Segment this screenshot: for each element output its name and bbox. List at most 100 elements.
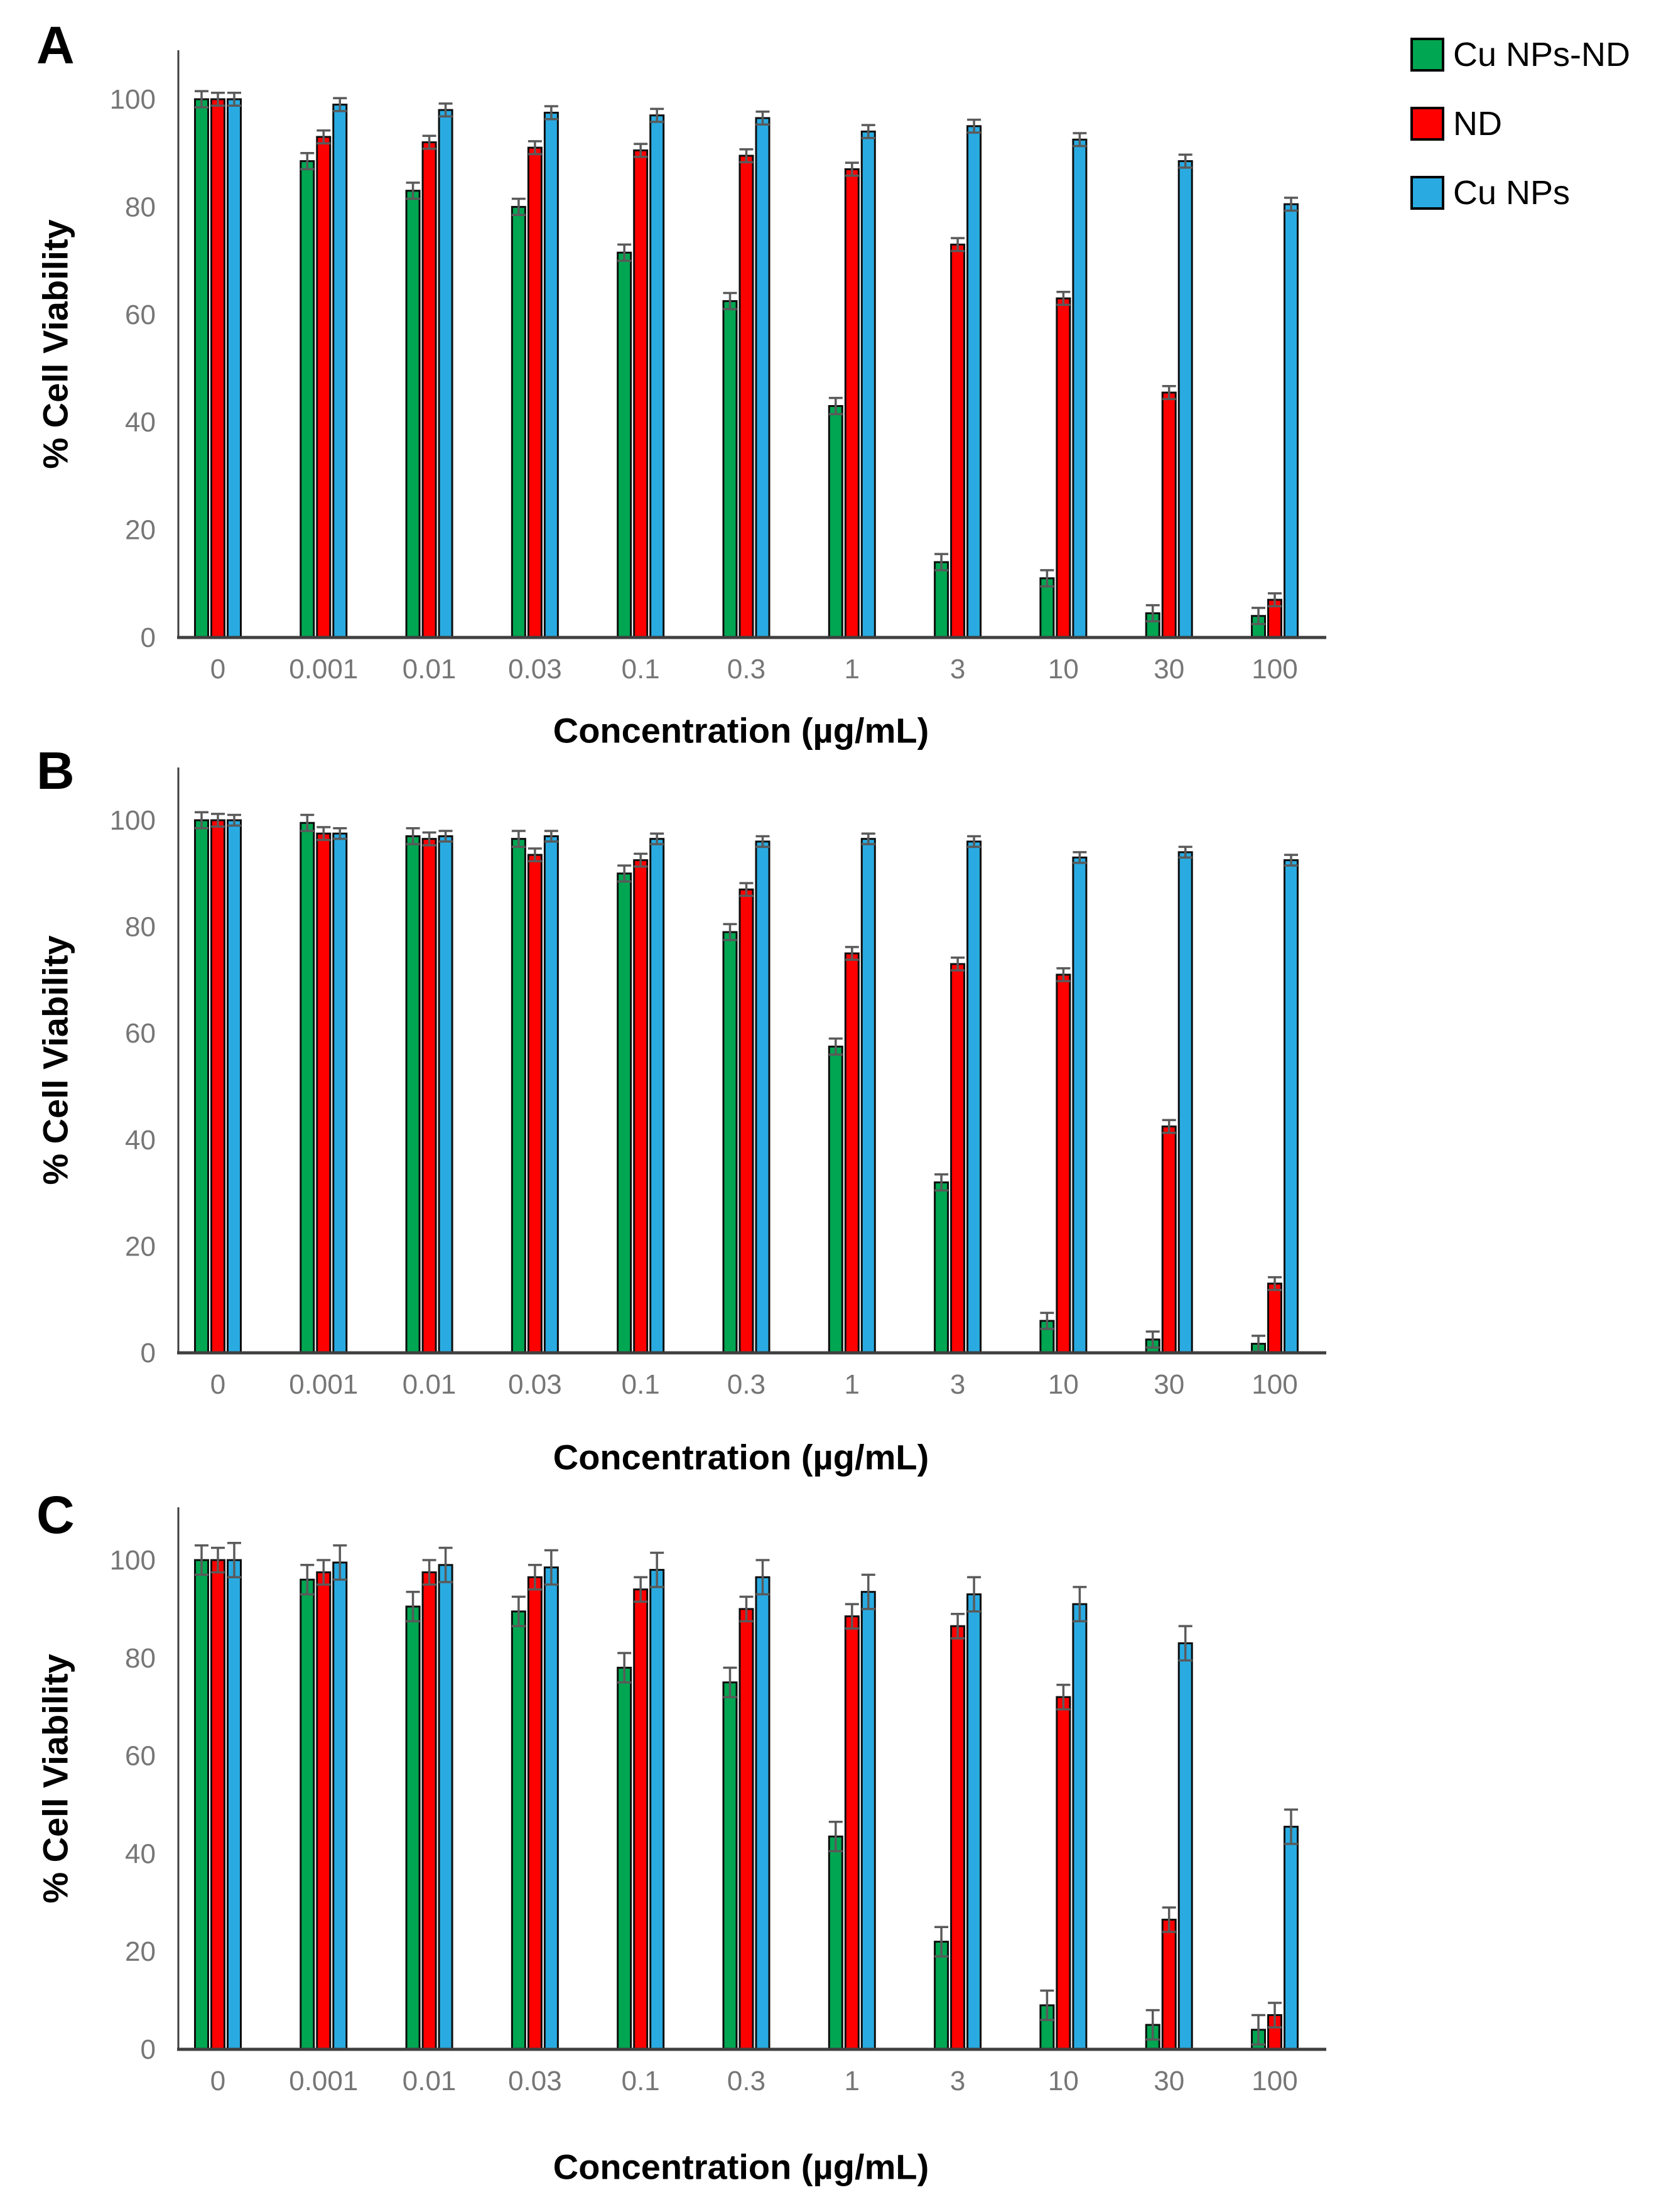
- bar-cu-nps-nd-0: [194, 98, 209, 639]
- error-bar: [1268, 1276, 1282, 1291]
- bar-nd-0.1: [633, 859, 649, 1354]
- error-bar: [316, 1559, 331, 1586]
- bar-cu-nps-nd-3: [934, 1941, 949, 2051]
- x-category-label: 0.1: [622, 654, 660, 685]
- bar-cu-nps-nd-0.001: [300, 1578, 315, 2051]
- bar-cu-nps-100: [1284, 1826, 1299, 2051]
- bar-cu-nps-nd-0.3: [722, 1681, 738, 2051]
- error-bar: [227, 1541, 241, 1579]
- bar-cu-nps-0.01: [438, 1564, 453, 2051]
- error-bar: [195, 90, 208, 109]
- x-category-label: 100: [1252, 1369, 1297, 1400]
- bar-cu-nps-nd-0.1: [617, 872, 632, 1354]
- x-category-label: 0.01: [403, 654, 457, 685]
- bar-nd-0.001: [316, 136, 332, 639]
- error-bar: [967, 835, 982, 848]
- bar-cu-nps-0.001: [332, 104, 348, 639]
- x-category-label: 30: [1154, 1369, 1184, 1400]
- bar-nd-0.01: [421, 838, 437, 1354]
- x-category-label: 0.03: [508, 2066, 562, 2096]
- bar-cu-nps-nd-3: [934, 561, 949, 639]
- legend-label-cu-nps-nd: Cu NPs-ND: [1453, 36, 1631, 73]
- error-bar: [211, 91, 225, 107]
- bar-cu-nps-0.3: [755, 117, 771, 639]
- bar-cu-nps-0.1: [649, 838, 665, 1354]
- x-axis-title-c: Concentration (µg/mL): [553, 2147, 929, 2187]
- bar-nd-10: [1056, 297, 1071, 639]
- error-bar: [755, 110, 770, 126]
- legend-item-cu-nps: Cu NPs: [1410, 173, 1630, 212]
- x-category-label: 0.3: [727, 654, 765, 685]
- error-bar: [1252, 607, 1265, 626]
- error-bar: [1284, 1808, 1298, 1845]
- y-tick-label: 80: [125, 1643, 156, 1674]
- bar-nd-0.03: [527, 1576, 543, 2051]
- bar-nd-30: [1161, 1919, 1177, 2051]
- bar-cu-nps-10: [1072, 1603, 1088, 2051]
- error-bar: [1056, 967, 1071, 982]
- x-axis-title-a: Concentration (µg/mL): [553, 710, 929, 751]
- error-bar: [406, 1590, 420, 1623]
- error-bar: [511, 1595, 526, 1627]
- legend-swatch-cu-nps: [1410, 176, 1444, 210]
- bar-cu-nps-0.03: [543, 1566, 559, 2051]
- y-tick-label: 80: [125, 192, 156, 222]
- bar-nd-0.3: [738, 888, 754, 1354]
- error-bar: [845, 161, 859, 177]
- error-bar: [634, 1576, 648, 1603]
- x-category-label: 0.03: [508, 1369, 562, 1400]
- error-bar: [211, 1546, 225, 1574]
- error-bar: [617, 864, 632, 883]
- x-category-label: 0.1: [622, 1369, 660, 1400]
- x-category-label: 1: [845, 1369, 860, 1400]
- x-category-label: 0.001: [289, 654, 358, 685]
- error-bar: [861, 1573, 875, 1610]
- error-bar: [1162, 385, 1176, 401]
- error-bar: [438, 1546, 453, 1583]
- bar-nd-0.1: [633, 1588, 649, 2051]
- error-bar: [527, 1564, 542, 1591]
- error-bar: [845, 1603, 859, 1630]
- error-bar: [1145, 2009, 1160, 2041]
- panel-label-a: A: [36, 16, 75, 75]
- error-bar: [1056, 291, 1071, 306]
- bar-cu-nps-3: [966, 840, 982, 1354]
- error-bar: [406, 827, 420, 845]
- bar-cu-nps-0.3: [755, 1576, 771, 2051]
- bar-cu-nps-30: [1177, 1642, 1193, 2051]
- y-tick-label: 40: [125, 1838, 156, 1869]
- error-bar: [828, 1821, 843, 1853]
- error-bar: [195, 1544, 208, 1576]
- bar-nd-30: [1161, 391, 1177, 639]
- bar-nd-0.1: [633, 149, 649, 639]
- error-bar: [333, 97, 347, 112]
- error-bar: [300, 1564, 315, 1596]
- x-category-label: 10: [1048, 654, 1079, 685]
- error-bar: [739, 882, 754, 897]
- error-bar: [211, 813, 225, 828]
- error-bar: [1056, 1683, 1071, 1711]
- error-bar: [1145, 1330, 1160, 1349]
- bar-cu-nps-nd-0.03: [511, 838, 526, 1354]
- bar-cu-nps-nd-1: [828, 1045, 843, 1354]
- x-category-label: 1: [845, 654, 860, 685]
- x-category-label: 30: [1154, 654, 1184, 685]
- y-tick-label: 0: [141, 2034, 156, 2065]
- bar-nd-0.3: [738, 155, 754, 639]
- error-bar: [1162, 1906, 1176, 1933]
- error-bar: [511, 830, 526, 848]
- error-bar: [1284, 197, 1298, 212]
- x-category-label: 100: [1252, 654, 1297, 685]
- bar-cu-nps-nd-0.3: [722, 931, 738, 1354]
- legend-swatch-nd: [1410, 107, 1444, 141]
- error-bar: [634, 143, 648, 158]
- bar-cu-nps-0.03: [543, 835, 559, 1354]
- bar-cu-nps-1: [860, 130, 876, 639]
- error-bar: [422, 1559, 436, 1586]
- bar-cu-nps-0.01: [438, 835, 453, 1354]
- error-bar: [1145, 604, 1160, 623]
- bar-nd-0: [210, 819, 225, 1354]
- error-bar: [845, 946, 859, 961]
- bar-cu-nps-nd-0.01: [405, 835, 421, 1354]
